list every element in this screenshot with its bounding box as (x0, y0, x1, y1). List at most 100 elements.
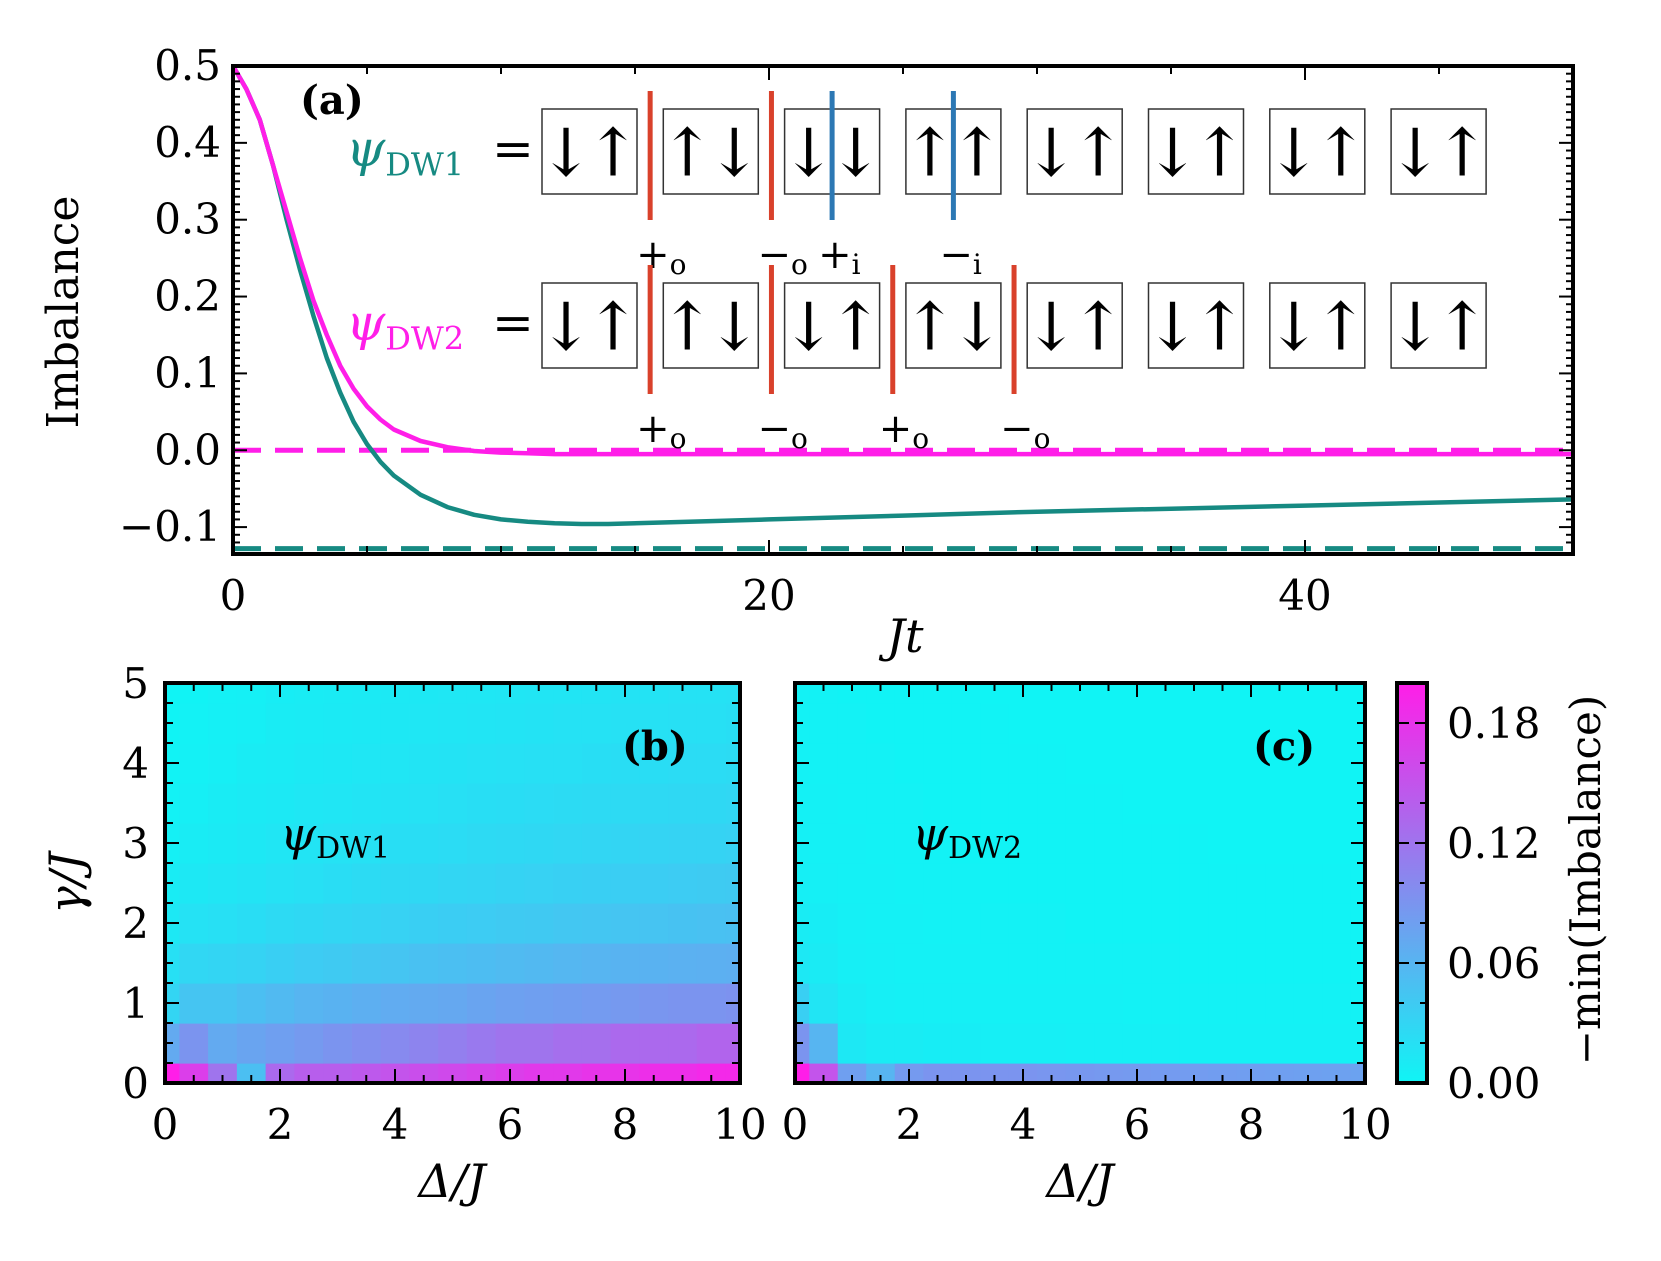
inset-wall-label: +i (818, 232, 861, 281)
heatmap-cell (294, 683, 324, 704)
heatmap-ytick-label: 0 (122, 1059, 149, 1108)
a-ylabel: Imbalance (38, 196, 89, 429)
heatmap-cell (1208, 683, 1238, 704)
heatmap-cell (837, 783, 867, 824)
up-arrow-icon: ↑ (585, 115, 640, 192)
heatmap-cell (524, 783, 554, 824)
colorbar-tick-labels: 0.00 0.06 0.12 0.18 (1447, 699, 1541, 1108)
up-arrow-icon: ↑ (1313, 289, 1368, 366)
heatmap-cell (438, 943, 468, 984)
heatmap-cell (581, 1023, 612, 1064)
inset-cell (662, 108, 760, 195)
heatmap-cell (1322, 1023, 1352, 1064)
heatmap-cell (179, 863, 209, 904)
heatmap-cell (1322, 863, 1352, 904)
heatmap-cell (980, 703, 1010, 744)
heatmap-cell (236, 943, 267, 984)
heatmap-cell (980, 1063, 1010, 1084)
heatmap-cell (323, 823, 353, 864)
heatmap-cell (323, 783, 353, 824)
heatmap-cell (1236, 983, 1266, 1024)
down-arrow-icon: ↓ (1387, 289, 1442, 366)
heatmap-cell (466, 1023, 497, 1064)
heatmap-cell (696, 1063, 727, 1084)
heatmap-cell (1179, 943, 1209, 984)
heatmap-cell (1236, 863, 1266, 904)
panel-c: 0 2 4 6 8 10 (c) ψDW2 Δ/J (782, 681, 1392, 1208)
heatmap-cell (1037, 783, 1067, 824)
heatmap-cell (980, 823, 1010, 864)
heatmap-cell (466, 1063, 497, 1084)
heatmap-xtick-label: 0 (152, 1100, 179, 1149)
heatmap-cell (294, 703, 324, 744)
heatmap-cell (323, 943, 353, 984)
heatmap-cell (1265, 1063, 1295, 1084)
heatmap-cell (668, 743, 698, 784)
heatmap-cell (438, 743, 468, 784)
heatmap-cell (553, 943, 583, 984)
heatmap-cell (236, 863, 267, 904)
heatmap-cell (951, 943, 981, 984)
down-arrow-icon: ↓ (781, 289, 836, 366)
heatmap-cell (795, 1063, 810, 1084)
heatmap-cell (1151, 863, 1181, 904)
a-curve-1 (233, 66, 1573, 457)
heatmap-cell (1151, 903, 1181, 944)
heatmap-xtick-label: 10 (1338, 1100, 1391, 1149)
heatmap-cell (1265, 703, 1295, 744)
heatmap-cell (610, 1023, 640, 1064)
heatmap-cell (894, 823, 924, 864)
heatmap-cell (1293, 823, 1323, 864)
heatmap-cell (466, 983, 497, 1024)
heatmap-cell (980, 683, 1010, 704)
heatmap-cell (837, 943, 867, 984)
inset-cell (1269, 108, 1366, 195)
heatmap-xtick-label: 6 (497, 1100, 524, 1149)
heatmap-cell (553, 683, 583, 704)
colorbar-tick-label: 0.12 (1447, 819, 1541, 868)
up-arrow-icon: ↑ (1192, 289, 1247, 366)
heatmap-cell (409, 983, 439, 1024)
heatmap-cell (380, 783, 410, 824)
heatmap-cell (380, 823, 410, 864)
heatmap-cell (409, 703, 439, 744)
down-arrow-icon: ↓ (1024, 115, 1079, 192)
heatmap-cell (639, 823, 669, 864)
up-arrow-icon: ↑ (1071, 289, 1126, 366)
heatmap-cell (866, 823, 896, 864)
up-arrow-icon: ↑ (1434, 289, 1489, 366)
heatmap-cell (179, 703, 209, 744)
heatmap-cell (894, 783, 924, 824)
heatmap-xtick-label: 4 (382, 1100, 409, 1149)
heatmap-cell (553, 983, 583, 1024)
heatmap-cell (351, 983, 382, 1024)
heatmap-cell (866, 863, 896, 904)
heatmap-cell (1265, 783, 1295, 824)
heatmap-cell (208, 903, 238, 944)
heatmap-cell (409, 783, 439, 824)
down-arrow-icon: ↓ (781, 115, 836, 192)
heatmap-cell (524, 743, 554, 784)
heatmap-cell (1008, 703, 1038, 744)
heatmap-cell (1179, 783, 1209, 824)
heatmap-cell (236, 703, 267, 744)
heatmap-cell (668, 703, 698, 744)
inset-cell (1147, 108, 1245, 195)
up-arrow-icon: ↑ (1071, 115, 1126, 192)
heatmap-cell (1094, 823, 1124, 864)
heatmap-cell (1122, 703, 1152, 744)
heatmap-cell (438, 823, 468, 864)
heatmap-cell (294, 1063, 324, 1084)
heatmap-cell (809, 683, 839, 704)
colorbar-ticks (1397, 682, 1427, 1084)
heatmap-cell (1008, 903, 1038, 944)
heatmap-cell (1065, 703, 1095, 744)
heatmap-cell (179, 943, 209, 984)
colorbar-tick-label: 0.18 (1447, 699, 1541, 748)
down-arrow-icon: ↓ (538, 289, 593, 366)
heatmap-cell (294, 863, 324, 904)
heatmap-cell (951, 1063, 981, 1084)
heatmap-cell (1293, 1023, 1323, 1064)
heatmap-cell (894, 943, 924, 984)
